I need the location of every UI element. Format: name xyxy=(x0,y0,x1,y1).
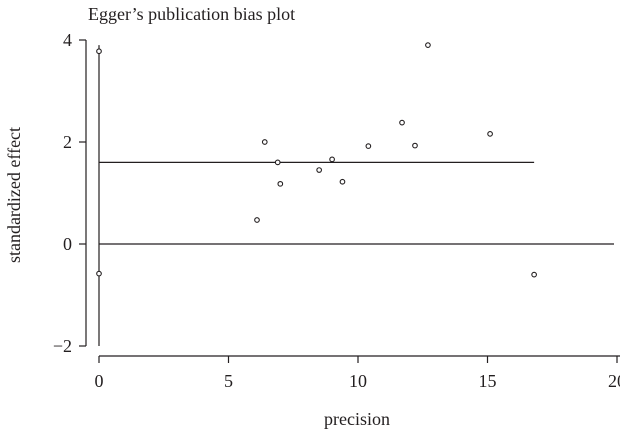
data-point xyxy=(254,217,260,223)
data-point xyxy=(96,48,102,55)
x-tick-label: 0 xyxy=(95,371,104,391)
y-tick-label: 2 xyxy=(63,132,72,152)
x-tick-label: 5 xyxy=(224,371,233,391)
y-tick-label: 4 xyxy=(63,30,72,50)
data-point xyxy=(339,178,346,185)
x-axis-label: precision xyxy=(324,409,390,429)
reference-lines xyxy=(98,45,614,346)
y-axis-label: standardized effect xyxy=(4,127,24,263)
data-point xyxy=(261,139,268,145)
data-point xyxy=(316,167,323,173)
data-point xyxy=(96,270,102,277)
data-point xyxy=(274,159,281,166)
data-point xyxy=(329,156,335,163)
chart-title: Egger’s publication bias plot xyxy=(88,4,295,24)
data-points xyxy=(96,42,537,278)
data-point xyxy=(412,142,418,149)
data-point xyxy=(425,42,431,48)
y-tick-label: −2 xyxy=(53,336,72,356)
x-tick-label: 15 xyxy=(479,371,497,391)
data-point xyxy=(277,180,284,187)
data-point xyxy=(531,271,537,278)
x-tick-label: 10 xyxy=(349,371,367,391)
data-point xyxy=(365,143,372,149)
data-point xyxy=(399,119,405,126)
axes: 0 5 10 15 20 −2 0 2 4 xyxy=(53,30,620,391)
y-tick-label: 0 xyxy=(63,234,72,254)
x-tick-label: 20 xyxy=(608,371,620,391)
data-point xyxy=(487,130,493,137)
